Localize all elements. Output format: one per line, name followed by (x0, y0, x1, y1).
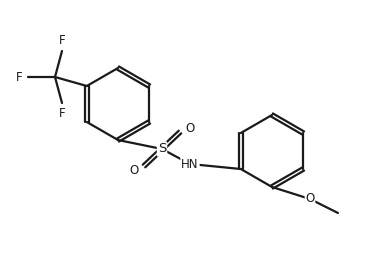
Text: HN: HN (181, 157, 199, 170)
Text: O: O (130, 163, 139, 176)
Text: S: S (158, 142, 166, 155)
Text: F: F (59, 107, 65, 120)
Text: O: O (185, 121, 194, 134)
Text: F: F (16, 70, 22, 83)
Text: O: O (305, 192, 314, 205)
Text: F: F (59, 34, 65, 47)
